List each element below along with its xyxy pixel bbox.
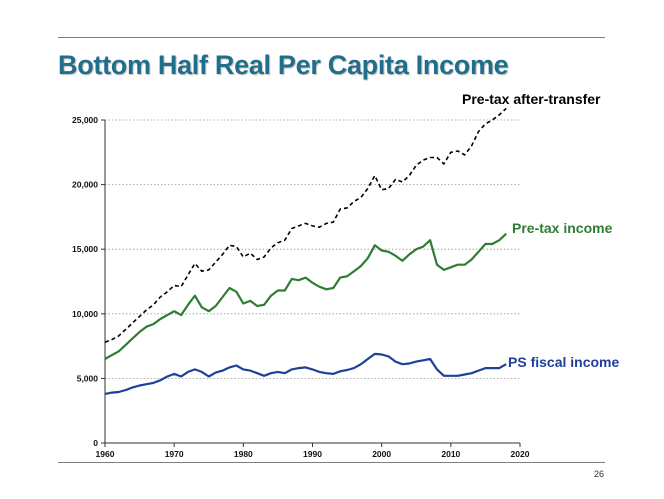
series-label-after-transfer: Pre-tax after-transfer [462,91,601,107]
bottom-divider [58,462,605,463]
series-line-ps-fiscal-income [104,352,507,395]
ticks: 0 5,000 10,000 15,000 20,000 25,000 1960 1970 19… [72,115,530,459]
y-tick-label: 25,000 [72,115,98,125]
y-tick-label: 10,000 [72,309,98,319]
y-tick-label: 20,000 [72,180,98,190]
x-tick-label: 2000 [372,449,391,459]
y-tick-label: 5,000 [77,373,99,383]
x-tick-label: 1980 [234,449,253,459]
top-divider [58,37,605,38]
gridlines [105,119,520,379]
series-line-pre-tax-after-transfer [104,107,507,343]
page-number: 26 [593,469,604,479]
x-tick-label: 1990 [303,449,322,459]
series-lines [104,107,507,395]
x-tick-label: 2010 [441,449,460,459]
slide-title: Bottom Half Real Per Capita Income [58,50,509,80]
x-tick-label: 2020 [511,449,530,459]
y-tick-label: 15,000 [72,244,98,254]
series-label-ps-fiscal: PS fiscal income [508,354,619,370]
y-tick-label: 0 [93,438,98,448]
x-tick-label: 1960 [96,449,115,459]
series-line-pre-tax-income [104,232,507,360]
x-tick-label: 1970 [165,449,184,459]
series-label-pretax: Pre-tax income [512,220,613,236]
